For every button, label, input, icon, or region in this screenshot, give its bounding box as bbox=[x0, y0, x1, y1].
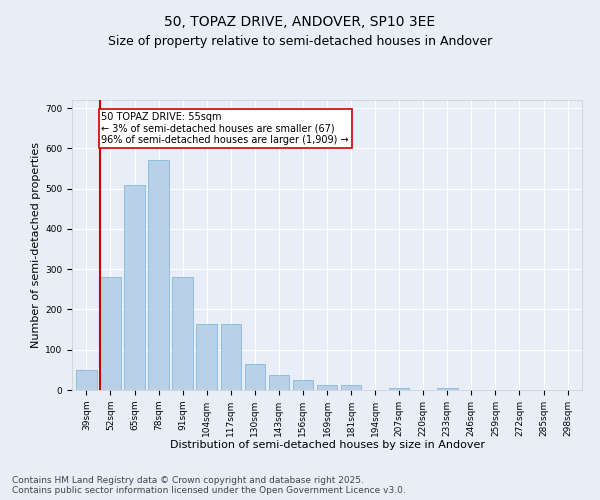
Text: 50 TOPAZ DRIVE: 55sqm
← 3% of semi-detached houses are smaller (67)
96% of semi-: 50 TOPAZ DRIVE: 55sqm ← 3% of semi-detac… bbox=[101, 112, 349, 146]
X-axis label: Distribution of semi-detached houses by size in Andover: Distribution of semi-detached houses by … bbox=[170, 440, 485, 450]
Bar bbox=[172, 277, 193, 390]
Bar bbox=[100, 277, 121, 390]
Bar bbox=[293, 380, 313, 390]
Bar bbox=[148, 160, 169, 390]
Y-axis label: Number of semi-detached properties: Number of semi-detached properties bbox=[31, 142, 41, 348]
Bar bbox=[437, 388, 458, 390]
Bar bbox=[221, 324, 241, 390]
Text: 50, TOPAZ DRIVE, ANDOVER, SP10 3EE: 50, TOPAZ DRIVE, ANDOVER, SP10 3EE bbox=[164, 15, 436, 29]
Bar bbox=[196, 324, 217, 390]
Bar bbox=[76, 370, 97, 390]
Bar bbox=[389, 388, 409, 390]
Bar bbox=[124, 184, 145, 390]
Bar bbox=[317, 385, 337, 390]
Bar bbox=[245, 364, 265, 390]
Bar bbox=[341, 385, 361, 390]
Text: Size of property relative to semi-detached houses in Andover: Size of property relative to semi-detach… bbox=[108, 35, 492, 48]
Bar bbox=[269, 374, 289, 390]
Text: Contains HM Land Registry data © Crown copyright and database right 2025.
Contai: Contains HM Land Registry data © Crown c… bbox=[12, 476, 406, 495]
